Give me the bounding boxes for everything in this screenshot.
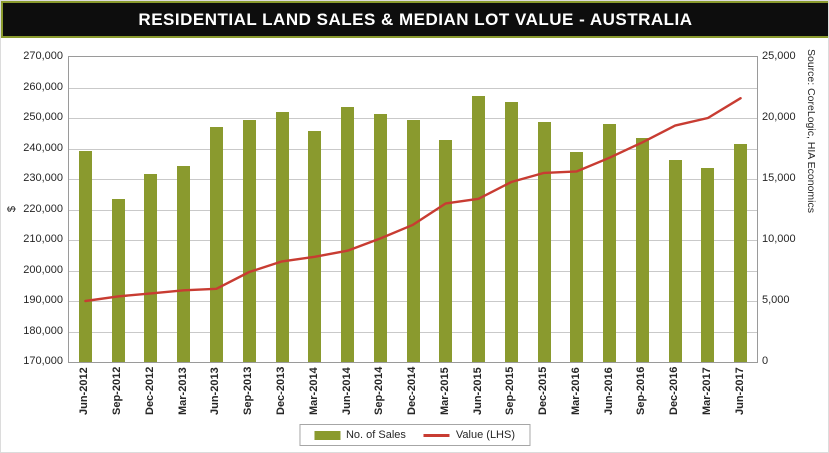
sales-bar	[734, 143, 748, 362]
sales-bar	[570, 152, 584, 362]
legend-bar-swatch	[313, 430, 340, 440]
sales-bar	[537, 121, 551, 362]
sales-bar	[406, 120, 420, 362]
left-axis-tick-label: 200,000	[23, 263, 63, 276]
left-axis-tick-label: 270,000	[23, 50, 63, 62]
plot-area	[68, 56, 758, 363]
x-axis-label: Dec-2015	[537, 366, 549, 415]
x-axis-label: Dec-2012	[143, 366, 156, 415]
sales-bar	[242, 120, 256, 362]
sales-bar	[111, 198, 125, 362]
sales-bar	[308, 131, 322, 362]
x-axis-label: Jun-2012	[78, 367, 91, 415]
gridline	[69, 118, 757, 119]
sales-bar	[504, 102, 518, 362]
x-axis-label: Sep-2015	[504, 366, 517, 415]
left-axis-tick-label: 170,000	[23, 355, 63, 367]
left-axis-tick-label: 210,000	[23, 233, 63, 245]
right-axis-tick-label: 15,000	[762, 172, 796, 184]
x-axis-label: Jun-2016	[602, 367, 615, 415]
chart-title: RESIDENTIAL LAND SALES & MEDIAN LOT VALU…	[138, 9, 693, 29]
left-axis-tick-label: 260,000	[23, 80, 63, 93]
x-axis-label: Dec-2013	[275, 366, 287, 415]
sales-bar	[177, 165, 191, 362]
sales-bar	[78, 150, 92, 362]
sales-bar	[144, 174, 158, 362]
sales-bar	[275, 111, 289, 362]
legend: No. of Sales Value (LHS)	[298, 424, 531, 446]
left-axis-tick-label: 230,000	[23, 172, 63, 184]
legend-line-swatch	[423, 433, 450, 437]
x-axis-label: Mar-2015	[438, 367, 451, 415]
right-axis-tick-label: 0	[762, 355, 769, 367]
sales-bar	[603, 124, 617, 362]
x-axis-label: Jun-2015	[471, 367, 484, 415]
x-axis-label: Mar-2016	[569, 367, 582, 415]
x-axis-label: Jun-2017	[733, 367, 746, 415]
sales-bar	[439, 140, 453, 362]
source-note: Source: CoreLogic, HIA Economics	[805, 49, 817, 213]
x-axis-label: Sep-2014	[373, 366, 386, 415]
x-axis-label: Dec-2014	[406, 366, 418, 415]
x-axis-label: Mar-2017	[700, 367, 713, 415]
x-axis-label: Sep-2013	[242, 366, 255, 415]
value-line-layer	[84, 97, 742, 303]
gridline	[69, 87, 757, 89]
legend-item-value-lhs: Value (LHS)	[423, 429, 516, 441]
sales-bar	[701, 168, 715, 362]
right-axis-tick-label: 5,000	[762, 294, 790, 306]
sales-bar	[668, 159, 682, 362]
left-axis-tick-label: 180,000	[23, 324, 63, 337]
left-axis-tick-label: 190,000	[23, 294, 63, 306]
right-axis-tick-label: 25,000	[762, 50, 796, 62]
right-axis-tick-label: 10,000	[762, 233, 796, 245]
left-axis-tick-label: 240,000	[23, 141, 63, 154]
sales-bar	[472, 96, 485, 362]
legend-label: No. of Sales	[345, 429, 406, 441]
chart-title-bar: RESIDENTIAL LAND SALES & MEDIAN LOT VALU…	[1, 1, 828, 38]
legend-label: Value (LHS)	[455, 429, 516, 441]
left-axis-tick-label: 220,000	[23, 202, 63, 215]
x-axis-label: Jun-2013	[209, 367, 222, 415]
sales-bar	[635, 137, 649, 362]
sales-bar	[341, 107, 354, 362]
x-axis-label: Sep-2016	[635, 366, 648, 415]
x-axis-label: Dec-2016	[668, 366, 681, 415]
legend-item-no-of-sales: No. of Sales	[313, 429, 406, 441]
x-axis-label: Mar-2014	[307, 367, 320, 415]
x-axis-label: Mar-2013	[176, 367, 189, 415]
x-axis-label: Jun-2014	[340, 367, 353, 415]
sales-bar	[209, 126, 223, 362]
x-axis-label: Sep-2012	[111, 366, 124, 415]
left-axis-tick-label: 250,000	[23, 111, 63, 123]
value-line	[84, 97, 742, 303]
right-axis-tick-label: 20,000	[762, 111, 796, 123]
